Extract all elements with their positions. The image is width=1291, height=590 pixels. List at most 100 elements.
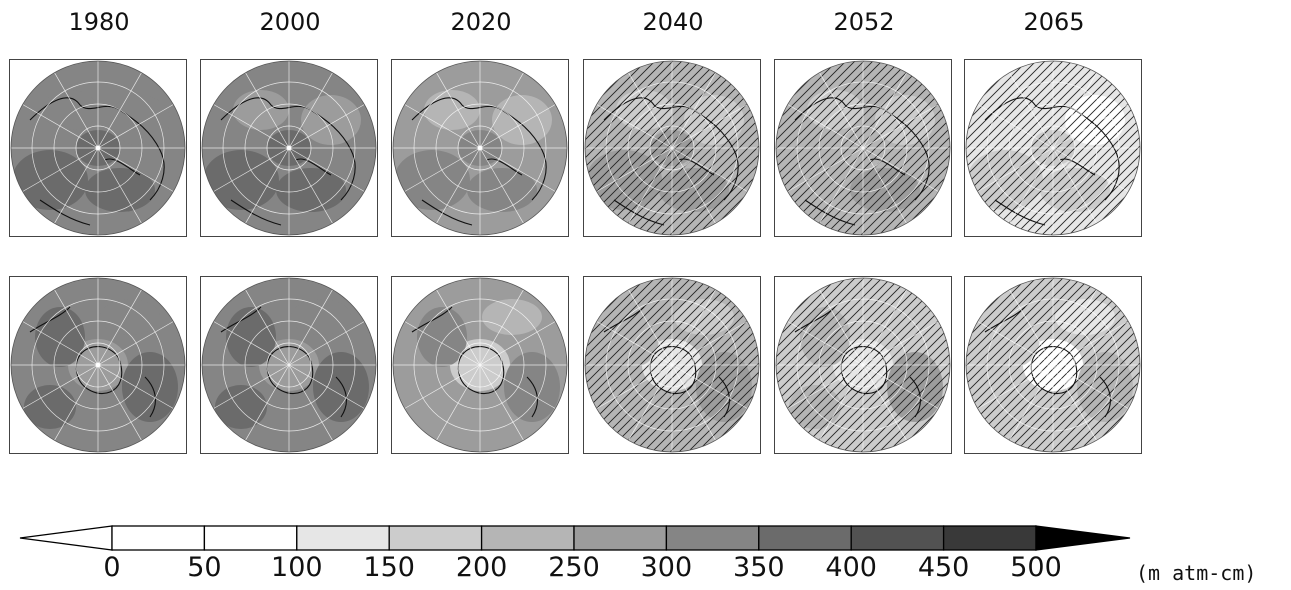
graticule-meridian (1052, 320, 1130, 366)
colorbar-segment (942, 525, 1037, 551)
graticule-meridian (479, 147, 525, 225)
significance-hatch (776, 278, 830, 452)
colorbar-tick-250: 250 (548, 552, 600, 583)
graticule-meridian (671, 364, 717, 442)
graticule-meridian (976, 147, 1054, 193)
significance-hatch (585, 278, 639, 452)
graticule-meridian (97, 288, 143, 366)
graticule-meridian (403, 320, 481, 366)
significance-hatch (1076, 278, 1140, 452)
significance-hatch (966, 278, 1029, 452)
graticule-meridian (1052, 147, 1098, 225)
graticule-meridian (479, 288, 525, 366)
significance-hatch (686, 61, 759, 235)
significance-hatch (677, 61, 759, 235)
graticule-meridian (1052, 147, 1130, 193)
ozone-contour-region (24, 385, 76, 429)
graticule-meridian (479, 364, 557, 410)
significance-hatch (886, 61, 950, 235)
graticule-meridian (671, 288, 717, 366)
graticule-meridian (53, 288, 99, 366)
ozone-contour-region (789, 385, 841, 429)
significance-hatch (966, 278, 1038, 452)
south-map-panel-2052 (774, 276, 952, 454)
graticule-meridian (671, 147, 717, 225)
graticule-meridian (97, 147, 175, 193)
colorbar-under-triangle (19, 525, 113, 551)
significance-hatch (585, 278, 666, 452)
colorbar-segment (758, 525, 852, 551)
significance-hatch (695, 61, 759, 235)
map-edge (10, 277, 186, 453)
south-map-panel-2040 (583, 276, 761, 454)
ozone-contour-region (598, 385, 650, 429)
north-map-panel-2000 (200, 59, 378, 237)
map-edge (965, 60, 1141, 236)
year-label-2020: 2020 (450, 8, 512, 36)
graticule-meridian (97, 364, 175, 410)
graticule-meridian (862, 147, 908, 225)
graticule-meridian (671, 320, 749, 366)
graticule-meridian (212, 103, 290, 149)
graticule-meridian (671, 71, 717, 149)
significance-hatch (966, 278, 1020, 452)
significance-hatch (695, 278, 759, 452)
graticule-meridian (97, 103, 175, 149)
graticule-meridian (595, 364, 673, 410)
ozone-contour-region (100, 299, 160, 335)
map-edge (965, 277, 1141, 453)
significance-hatch (677, 278, 759, 452)
colorbar-tick-400: 400 (825, 552, 877, 583)
year-label-1980: 1980 (68, 8, 130, 36)
significance-hatch (1076, 61, 1140, 235)
colorbar-tick-300: 300 (640, 552, 693, 583)
graticule-meridian (627, 288, 673, 366)
graticule-meridian (244, 364, 290, 442)
graticule-meridian (786, 103, 864, 149)
significance-hatch (776, 61, 857, 235)
graticule-meridian (976, 320, 1054, 366)
colorbar-tick-100: 100 (271, 552, 323, 583)
graticule-meridian (288, 147, 366, 193)
graticule-meridian (288, 320, 366, 366)
ozone-contour-region (394, 150, 470, 210)
map-edge (775, 60, 951, 236)
south-map-panel-2000 (200, 276, 378, 454)
significance-hatch (1085, 61, 1140, 235)
graticule-meridian (1052, 71, 1098, 149)
graticule-meridian (403, 364, 481, 410)
graticule-meridian (1052, 288, 1098, 366)
ozone-contour-region (215, 385, 267, 429)
ozone-contour-region (504, 352, 560, 422)
significance-hatch (1067, 278, 1140, 452)
graticule-meridian (818, 288, 864, 366)
graticule-meridian (1052, 364, 1098, 442)
significance-hatch (585, 61, 639, 235)
colorbar-segment (296, 525, 390, 551)
graticule-meridian (595, 103, 673, 149)
graticule-meridian (1052, 364, 1130, 410)
colorbar-tick-150: 150 (363, 552, 415, 583)
graticule-meridian (1008, 71, 1054, 149)
graticule-meridian (818, 71, 864, 149)
graticule-meridian (21, 320, 99, 366)
graticule-meridian (862, 320, 940, 366)
ozone-contour-region (406, 385, 458, 429)
significance-hatch (704, 61, 759, 235)
map-edge (392, 277, 568, 453)
graticule-meridian (244, 147, 290, 225)
graticule-meridian (435, 147, 481, 225)
significance-hatch (1058, 61, 1140, 235)
significance-hatch (966, 61, 1038, 235)
graticule-meridian (97, 364, 143, 442)
significance-hatch (868, 61, 950, 235)
north-map-panel-2020 (391, 59, 569, 237)
graticule-meridian (97, 320, 175, 366)
ozone-contour-region (674, 299, 734, 335)
map-edge (584, 60, 760, 236)
north-map-panel-2065 (964, 59, 1142, 237)
colorbar-tick-200: 200 (455, 552, 508, 583)
significance-hatch (585, 278, 648, 452)
colorbar-tick-50: 50 (187, 552, 222, 583)
graticule-meridian (288, 288, 334, 366)
